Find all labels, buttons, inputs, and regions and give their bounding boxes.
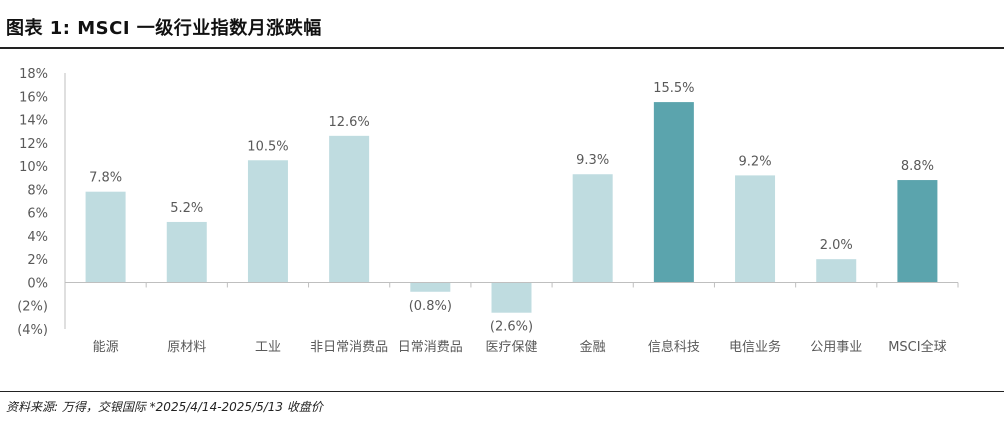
bar [247, 160, 288, 283]
bar [653, 102, 694, 283]
bar [166, 221, 207, 283]
data-label: (0.8%) [409, 299, 452, 314]
y-tick-label: 8% [27, 183, 48, 198]
x-tick-label: MSCI全球 [888, 339, 946, 355]
bar [85, 191, 126, 283]
data-label: (2.6%) [490, 320, 533, 335]
footer-divider [0, 391, 1004, 392]
bar [491, 282, 532, 313]
bar [410, 282, 451, 292]
x-tick-label: 信息科技 [648, 339, 700, 355]
x-tick-label: 非日常消费品 [310, 340, 388, 355]
bar [816, 259, 857, 283]
data-label: 2.0% [820, 238, 853, 253]
y-tick-label: 10% [19, 160, 48, 175]
data-label: 5.2% [170, 201, 203, 216]
bar [735, 175, 776, 283]
y-tick-label: 6% [27, 207, 48, 222]
y-tick-label: 2% [27, 253, 48, 268]
x-tick-label: 工业 [255, 340, 281, 355]
data-label: 9.2% [739, 154, 772, 169]
source-note: 资料来源: 万得，交银国际 *2025/4/14-2025/5/13 收盘价 [6, 400, 323, 414]
x-tick-label: 公用事业 [810, 340, 862, 355]
bar [572, 174, 613, 283]
y-tick-label: (2%) [17, 300, 48, 315]
y-tick-label: 16% [19, 90, 48, 105]
bar [329, 135, 370, 283]
data-label: 15.5% [653, 81, 694, 96]
y-tick-label: 18% [19, 67, 48, 82]
y-tick-label: 0% [27, 276, 48, 291]
data-label: 7.8% [89, 171, 122, 186]
title-divider [0, 47, 1004, 49]
y-tick-label: 4% [27, 230, 48, 245]
data-label: 8.8% [901, 159, 934, 174]
x-tick-label: 能源 [93, 340, 119, 355]
bar-chart: (4%) (2%) 0% 2% 4% 6% 8% 10% 12% 14% 16% 18% 7.8% 5.2… [17, 67, 959, 355]
data-label: 10.5% [247, 139, 288, 154]
data-label: 9.3% [576, 153, 609, 168]
x-tick-label: 日常消费品 [398, 340, 463, 355]
x-tick-label: 电信业务 [729, 339, 781, 355]
y-tick-label: (4%) [17, 323, 48, 338]
y-tick-label: 14% [19, 114, 48, 129]
y-tick-label: 12% [19, 137, 48, 152]
x-tick-label: 医疗保健 [485, 340, 537, 355]
x-tick-label: 金融 [580, 339, 606, 355]
chart-title: 图表 1: MSCI 一级行业指数月涨跌幅 [6, 18, 322, 39]
bar [897, 180, 938, 283]
data-label: 12.6% [328, 115, 369, 130]
x-tick-label: 原材料 [167, 340, 206, 355]
